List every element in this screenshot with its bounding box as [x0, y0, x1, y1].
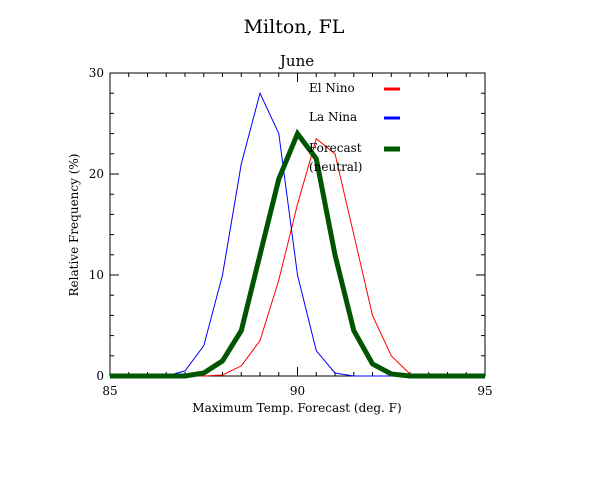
series-line-1: [110, 91, 485, 377]
x-axis-label: Maximum Temp. Forecast (deg. F): [192, 401, 401, 415]
tick-labels: 85 90 95 0 10 20 30: [89, 66, 493, 398]
chart-subtitle: June: [278, 52, 314, 70]
plot-frame: [109, 72, 486, 377]
x-tick-label: 90: [290, 384, 305, 398]
x-tick-label: 95: [477, 384, 492, 398]
series-layer: [110, 91, 485, 379]
y-tick-label: 20: [89, 167, 104, 181]
series-line-2: [110, 128, 485, 379]
legend-label: Forecast: [309, 141, 362, 155]
y-axis-label: Relative Frequency (%): [67, 154, 81, 297]
legend-label: La Nina: [309, 110, 357, 124]
y-tick-label: 0: [96, 369, 104, 383]
y-tick-label: 30: [89, 66, 104, 80]
legend-label: (neutral): [309, 160, 362, 174]
x-tick-label: 85: [102, 384, 117, 398]
series-line-0: [110, 137, 485, 377]
axis-ticks: [109, 72, 486, 377]
chart-title: Milton, FL: [244, 16, 345, 38]
legend: El Nino La Nina Forecast (neutral): [309, 81, 400, 174]
y-tick-label: 10: [89, 268, 104, 282]
legend-label: El Nino: [309, 81, 355, 95]
